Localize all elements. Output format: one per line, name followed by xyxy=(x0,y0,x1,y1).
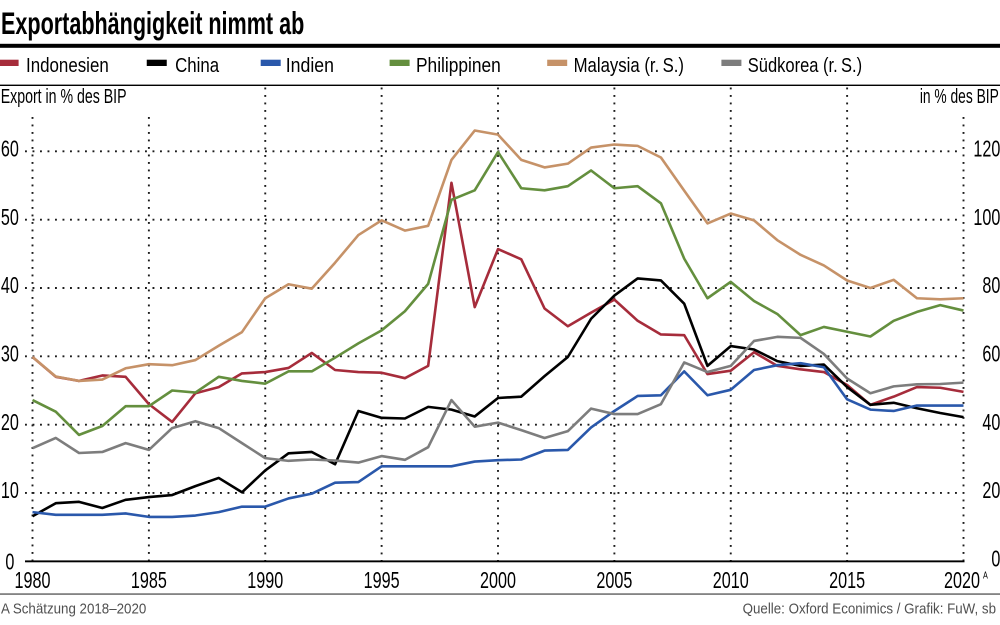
svg-text:2010: 2010 xyxy=(713,568,749,594)
svg-text:40: 40 xyxy=(982,410,1000,436)
svg-text:1995: 1995 xyxy=(364,568,400,594)
svg-text:A Schätzung 2018–2020: A Schätzung 2018–2020 xyxy=(1,600,147,617)
svg-text:Südkorea (r. S.): Südkorea (r. S.) xyxy=(748,53,862,76)
svg-text:Exportabhängigkeit nimmt ab: Exportabhängigkeit nimmt ab xyxy=(1,6,304,41)
svg-text:40: 40 xyxy=(1,273,19,299)
svg-text:60: 60 xyxy=(1,137,19,163)
svg-text:Philippinen: Philippinen xyxy=(416,54,501,76)
svg-text:80: 80 xyxy=(982,273,1000,299)
svg-text:1990: 1990 xyxy=(247,568,283,594)
svg-text:Quelle: Oxford Econimics / Gra: Quelle: Oxford Econimics / Grafik: FuW, … xyxy=(743,600,997,617)
svg-text:100: 100 xyxy=(973,205,1000,231)
svg-text:1980: 1980 xyxy=(15,568,51,594)
svg-text:Indonesien: Indonesien xyxy=(26,54,109,77)
svg-text:Export in % des BIP: Export in % des BIP xyxy=(1,85,127,108)
svg-text:2015: 2015 xyxy=(829,568,865,594)
svg-text:1985: 1985 xyxy=(131,568,167,594)
svg-text:30: 30 xyxy=(1,342,19,368)
svg-text:2020: 2020 xyxy=(944,568,980,594)
svg-text:20: 20 xyxy=(982,478,1000,504)
svg-text:Malaysia (r. S.): Malaysia (r. S.) xyxy=(574,54,684,77)
svg-text:2005: 2005 xyxy=(596,568,632,594)
svg-text:A: A xyxy=(983,569,988,581)
svg-text:in % des BIP: in % des BIP xyxy=(920,84,999,107)
svg-text:60: 60 xyxy=(982,342,1000,368)
svg-text:120: 120 xyxy=(973,137,1000,163)
svg-text:20: 20 xyxy=(1,410,19,436)
svg-text:0: 0 xyxy=(5,550,14,576)
svg-text:2000: 2000 xyxy=(480,568,516,594)
svg-text:0: 0 xyxy=(991,547,1000,573)
svg-text:China: China xyxy=(175,54,220,77)
svg-text:Indien: Indien xyxy=(286,55,334,77)
svg-text:50: 50 xyxy=(1,205,19,231)
svg-text:10: 10 xyxy=(1,478,19,504)
